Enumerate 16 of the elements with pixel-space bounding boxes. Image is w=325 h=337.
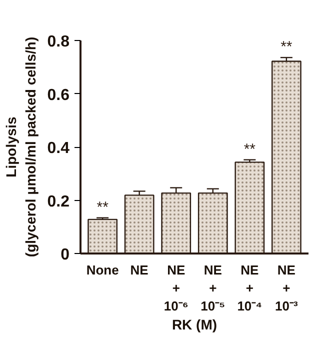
x-tick-label: NE + 10⁻⁴ [237,262,262,314]
y-tick-label: 0 [60,246,70,264]
x-axis-title: RK (M) [172,316,218,332]
annotation: ** [244,140,256,158]
annotation: ** [280,38,292,56]
y-tick-label: 0.4 [47,140,70,157]
y-tick-label: 0.6 [47,86,70,104]
y-axis-title: Lipolysis (glycerol μmol/ml packed cells/h) [3,36,38,258]
x-tick-label: NE + 10⁻³ [275,262,298,314]
x-tick-label: NE + 10⁻⁶ [164,262,188,314]
y-tick-label: 0.2 [47,193,70,210]
annotation: ** [96,198,109,216]
y-tick-label: 0.8 [47,34,70,50]
x-tick-label: None [86,262,119,278]
x-tick-label: NE [130,262,149,278]
x-tick-label: NE + 10⁻⁵ [200,262,226,314]
